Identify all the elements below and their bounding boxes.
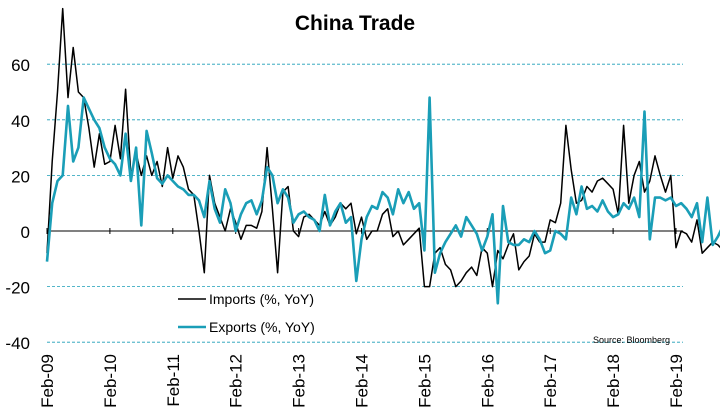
x-tick-label: Feb-09 (38, 354, 57, 408)
y-tick-label: 20 (11, 167, 30, 186)
legend: Imports (%, YoY) Exports (%, YoY) (178, 291, 315, 335)
imports-line (46, 7, 720, 288)
y-axis: -40 -20 0 20 40 60 (5, 56, 30, 353)
legend-imports-label: Imports (%, YoY) (209, 291, 314, 307)
y-tick-label: -40 (5, 334, 30, 353)
x-tick-label: Feb-16 (478, 354, 497, 408)
legend-exports-label: Exports (%, YoY) (209, 319, 315, 335)
x-tick-label: Feb-11 (164, 354, 183, 407)
x-tick-label: Feb-19 (667, 354, 686, 408)
x-tick-label: Feb-18 (604, 354, 623, 408)
y-tick-label: 40 (11, 112, 30, 131)
x-tick-label: Feb-17 (541, 354, 560, 408)
chart-title: China Trade (295, 12, 415, 35)
x-tick-label: Feb-10 (101, 354, 120, 408)
x-tick-label: Feb-15 (415, 354, 434, 408)
x-tick-label: Feb-14 (353, 354, 372, 408)
y-tick-label: 60 (11, 56, 30, 75)
series-lines (45, 7, 720, 305)
y-tick-label: 0 (21, 223, 30, 242)
x-tick-label: Feb-13 (290, 354, 309, 408)
x-tick-label: Feb-12 (227, 354, 246, 408)
gridlines (47, 63, 683, 343)
exports-line (45, 96, 720, 305)
source-note: Source: Bloomberg (593, 335, 670, 345)
y-tick-label: -20 (5, 279, 30, 298)
